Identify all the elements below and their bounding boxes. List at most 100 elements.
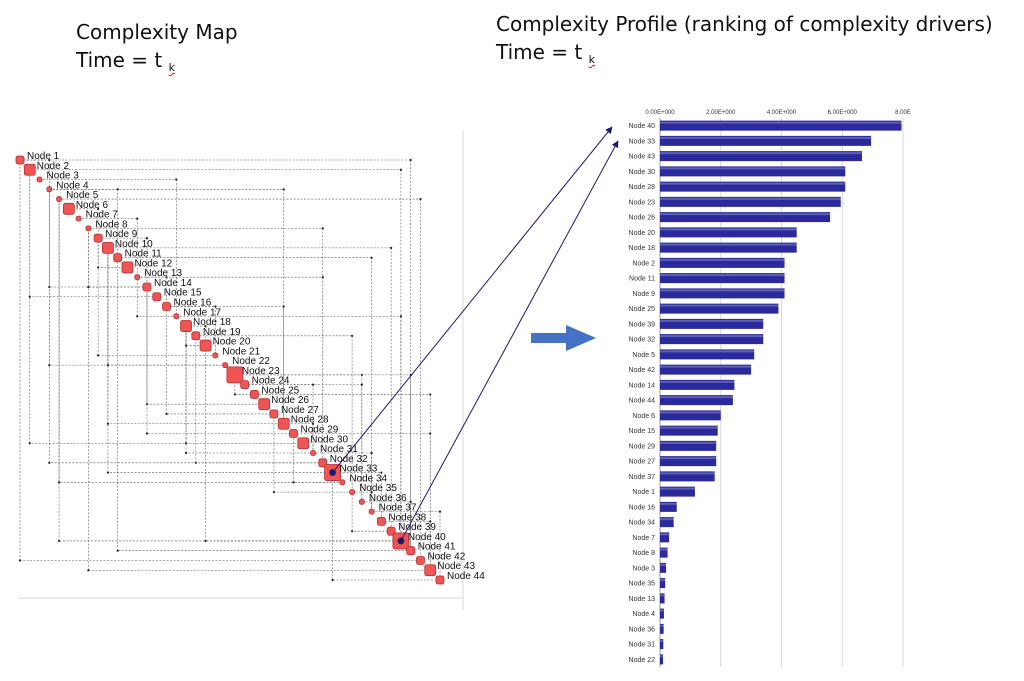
profile-category-label: Node 1 — [632, 489, 655, 496]
profile-category-label: Node 6 — [632, 413, 655, 420]
map-node-marker — [349, 489, 355, 495]
profile-bar — [660, 242, 797, 253]
map-node-label: Node 8 — [95, 219, 128, 230]
map-node-label: Node 30 — [310, 434, 348, 445]
profile-bar — [660, 654, 664, 665]
map-link-dot — [409, 500, 412, 503]
map-node-label: Node 18 — [193, 317, 231, 328]
profile-x-tick-label: 8.00E — [895, 110, 911, 116]
map-link-dot — [360, 383, 363, 386]
map-link-dot — [145, 237, 149, 240]
map-node-marker — [289, 429, 298, 438]
profile-bar — [660, 303, 779, 314]
profile-bar — [660, 486, 695, 497]
profile-bar-sheen — [660, 380, 735, 383]
profile-bar-sheen — [660, 548, 668, 551]
right-title: Complexity Profile (ranking of complexit… — [496, 12, 993, 66]
profile-bar — [660, 547, 668, 558]
map-node-marker — [113, 253, 123, 263]
profile-x-tick-label: 6.00E+000 — [828, 110, 858, 116]
profile-bar — [660, 608, 664, 619]
profile-bar — [660, 501, 677, 512]
map-link-dot — [429, 393, 432, 396]
profile-category-label: Node 27 — [629, 459, 656, 466]
profile-bar — [660, 440, 717, 451]
map-node-marker — [62, 202, 75, 215]
map-node-label: Node 9 — [105, 229, 138, 240]
profile-bar-sheen — [660, 624, 664, 627]
profile-category-label: Node 20 — [629, 230, 656, 237]
profile-category-label: Node 26 — [629, 215, 656, 222]
map-node-marker — [368, 508, 375, 515]
profile-category-label: Node 18 — [629, 245, 656, 252]
map-link-dot — [57, 539, 61, 543]
profile-bar — [660, 349, 755, 360]
map-link-dot — [311, 383, 315, 386]
profile-category-label: Node 7 — [632, 535, 655, 542]
connector-line — [332, 126, 613, 473]
map-link-dot — [87, 569, 90, 572]
profile-bar — [660, 318, 764, 329]
map-link-dot — [214, 305, 217, 308]
right-title-time: Time = t — [496, 40, 583, 64]
profile-bar — [660, 471, 715, 482]
map-link-dot — [57, 481, 61, 484]
profile-bar — [660, 578, 666, 589]
profile-category-label: Node 14 — [629, 382, 656, 389]
profile-bar-sheen — [660, 502, 677, 505]
profile-bar — [660, 532, 670, 543]
map-link-dot — [106, 471, 110, 474]
map-node-marker — [23, 163, 36, 176]
map-link-dot — [311, 422, 315, 425]
profile-bar — [660, 364, 752, 375]
map-link-dot — [184, 451, 188, 455]
profile-bar — [660, 456, 717, 467]
map-link-dot — [370, 490, 373, 494]
map-node-label: Node 12 — [134, 258, 172, 269]
map-node-label: Node 6 — [76, 200, 109, 211]
profile-bar-sheen — [660, 319, 764, 322]
right-title-subscript: k — [588, 53, 595, 66]
map-node-label: Node 32 — [330, 454, 368, 465]
map-node-marker — [142, 282, 152, 292]
map-node-marker — [240, 380, 250, 390]
map-link-dot — [438, 510, 442, 513]
map-node-label: Node 20 — [213, 337, 251, 348]
map-node-marker — [250, 390, 259, 399]
map-link-dot — [136, 217, 139, 220]
profile-bar — [660, 135, 872, 146]
profile-bar-sheen — [660, 487, 695, 490]
map-node-marker — [152, 292, 162, 302]
map-link-dot — [380, 471, 383, 474]
profile-bar-sheen — [660, 533, 670, 536]
map-node-marker — [75, 215, 82, 222]
profile-category-label: Node 16 — [629, 504, 656, 511]
profile-x-tick-label: 0.00E+000 — [645, 110, 675, 116]
map-link-dot — [399, 315, 403, 318]
map-node-marker — [339, 479, 346, 486]
map-node-marker — [173, 313, 180, 320]
profile-bar-sheen — [660, 121, 902, 124]
profile-bar — [660, 227, 797, 238]
map-link-dot — [321, 276, 324, 279]
map-link-dot — [370, 256, 373, 259]
map-node-label: Node 10 — [115, 239, 153, 250]
profile-bar-sheen — [660, 289, 785, 292]
profile-bar — [660, 273, 785, 284]
transition-arrow — [531, 325, 596, 351]
profile-bar — [660, 623, 664, 634]
map-node-label: Node 35 — [359, 483, 397, 494]
map-link-dot — [184, 344, 188, 347]
profile-category-label: Node 11 — [629, 276, 655, 283]
map-node-marker — [93, 233, 103, 243]
map-link-dot — [233, 393, 236, 396]
profile-bar-sheen — [660, 396, 733, 399]
profile-bar-sheen — [660, 365, 752, 368]
map-link-dot — [399, 168, 403, 171]
map-link-dot — [204, 539, 207, 543]
map-node-marker — [310, 450, 316, 456]
profile-category-label: Node 31 — [629, 642, 656, 649]
left-title: Complexity Map Time = t k — [76, 20, 238, 74]
map-link-dot — [165, 412, 168, 416]
